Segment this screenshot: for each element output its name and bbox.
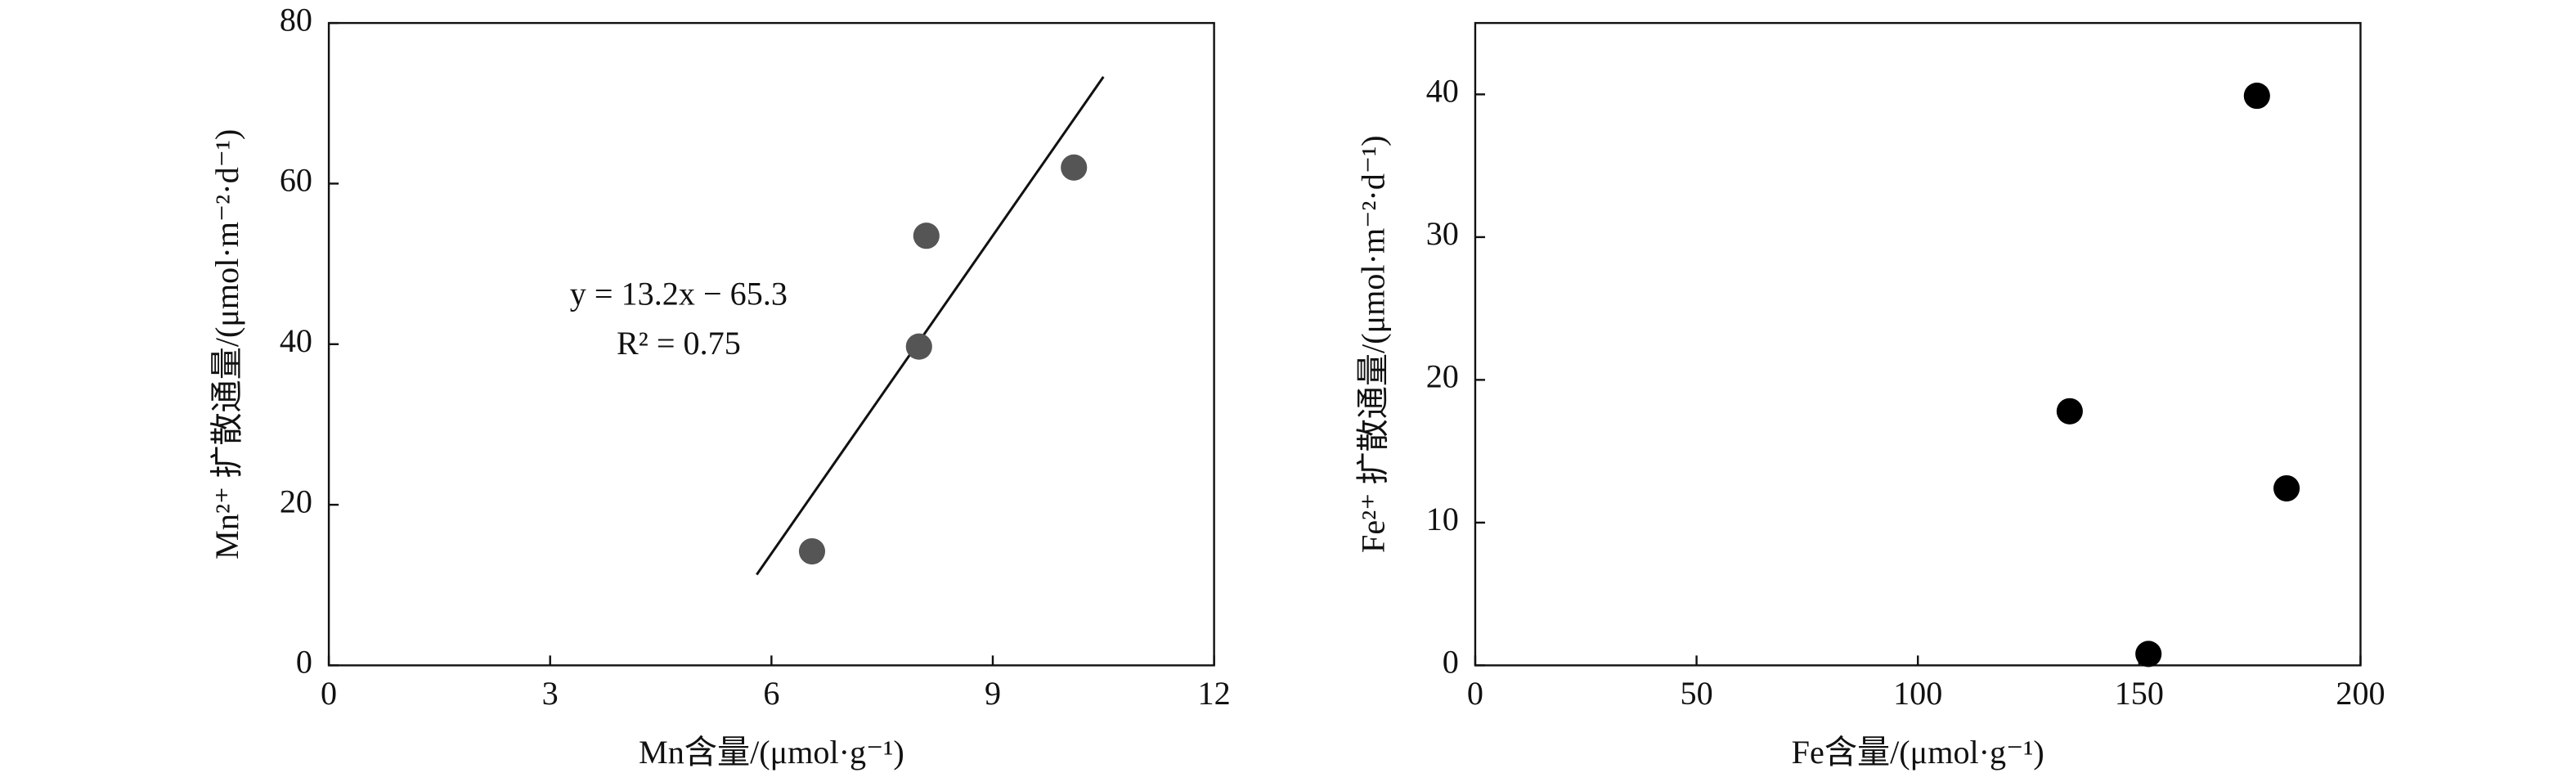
point [905,333,932,360]
x-axis-label: Mn含量/(μmol·g⁻¹) [639,734,904,771]
x-tick-label: 50 [1681,675,1713,712]
x-tick-label: 0 [321,675,337,712]
x-tick-label: 100 [1893,675,1942,712]
point [2243,83,2270,110]
y-tick-label: 30 [1426,215,1459,252]
y-tick-label: 0 [1443,644,1459,681]
x-tick-label: 0 [1467,675,1483,712]
y-tick-label: 80 [280,1,312,38]
plot-frame [1474,21,2362,667]
point [2056,398,2083,425]
x-tick-label: 200 [2336,675,2385,712]
point [798,537,826,565]
y-tick-label: 40 [1426,73,1459,110]
annotation: y = 13.2x − 65.3 [570,276,788,312]
y-axis-label: Mn²⁺ 扩散通量/(μmol·m⁻²·d⁻¹) [209,129,245,560]
y-tick-label: 10 [1426,501,1459,537]
y-tick-label: 40 [280,322,312,359]
panel: 0 3 6 9 12 0 20 40 60 80 Mn含量/(μmol·g⁻¹) Mn²⁺ 扩散通量/… [209,1,1231,771]
x-tick-label: 150 [2115,675,2164,712]
x-tick-label: 12 [1198,675,1231,712]
fit-line [756,76,1105,576]
y-tick-label: 0 [296,644,312,681]
panel: 0 50 100 150 200 0 10 20 30 40 Fe含量/(μmol·g⁻¹) Fe²⁺… [1355,21,2385,771]
x-tick-label: 3 [542,675,559,712]
x-axis-label: Fe含量/(μmol·g⁻¹) [1792,734,2044,771]
point [1061,154,1088,181]
point [2135,640,2162,667]
x-tick-label: 6 [763,675,779,712]
y-tick-label: 60 [280,162,312,199]
x-tick-label: 9 [985,675,1001,712]
y-tick-label: 20 [280,483,312,519]
plot-frame [327,21,1215,667]
point [2273,474,2300,502]
y-axis-label: Fe²⁺ 扩散通量/(μmol·m⁻²·d⁻¹) [1355,136,1392,553]
annotation: R² = 0.75 [617,325,741,362]
point [913,222,940,249]
y-tick-label: 20 [1426,358,1459,395]
